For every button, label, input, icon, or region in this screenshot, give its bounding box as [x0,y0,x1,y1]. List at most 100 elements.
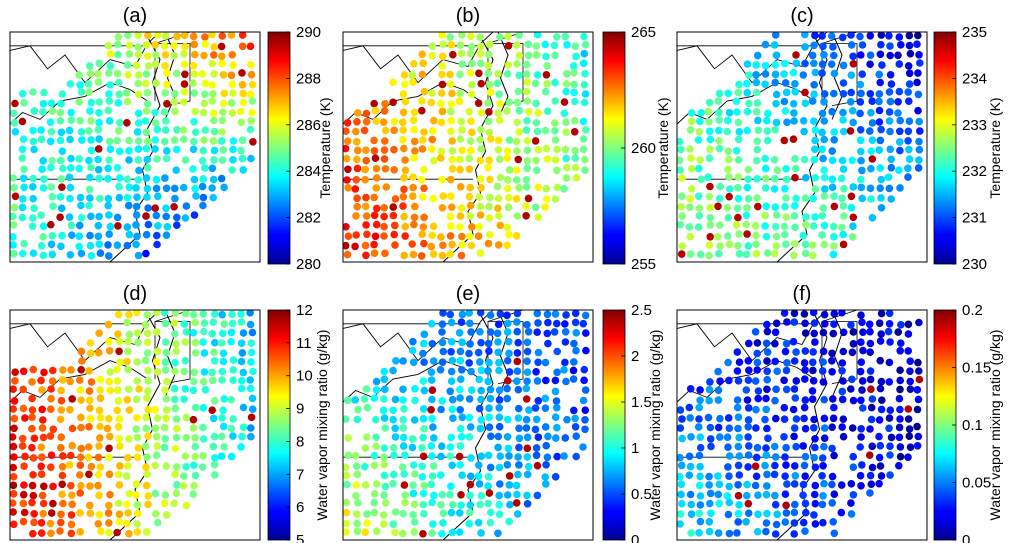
data-point [446,490,454,499]
data-point [505,368,514,376]
data-point [29,183,37,191]
data-point [361,444,370,452]
data-point [791,80,799,88]
data-point [95,511,104,519]
data-point [733,108,741,116]
data-point [466,69,475,77]
data-point [67,511,76,519]
data-point [456,385,464,394]
data-point [505,98,514,107]
data-point [105,444,113,453]
data-point [29,214,37,222]
data-point [123,119,131,127]
data-point [418,70,427,79]
data-point [485,50,493,59]
data-point [495,404,504,412]
data-point [447,338,456,346]
data-point [124,337,132,346]
data-point [28,406,37,414]
data-point [725,192,733,201]
data-point [877,175,886,184]
data-point [219,108,227,116]
data-point [181,43,189,51]
data-point [531,137,540,145]
data-point [448,203,456,211]
data-point [828,349,836,358]
data-point [87,117,95,125]
data-point [772,32,780,39]
data-point [400,71,409,79]
data-point [86,414,95,423]
data-point [513,118,521,127]
data-point [847,510,856,518]
data-point [400,251,409,260]
data-point [29,88,37,96]
data-point [47,529,55,538]
data-point [868,155,877,163]
data-point [705,118,713,126]
data-point [829,395,837,403]
data-point [579,59,588,68]
data-point [791,173,799,182]
data-point [446,175,455,184]
data-point [858,377,867,385]
data-point [551,387,560,396]
data-point [86,482,94,490]
data-point [380,444,389,452]
data-point [392,357,400,365]
data-point [714,97,723,105]
data-point [10,508,17,516]
data-point [456,442,465,450]
data-point [705,527,714,536]
data-point [465,154,474,163]
data-point [151,41,159,49]
data-point [475,404,484,413]
data-point [115,481,124,489]
data-point [744,509,753,517]
state-border [343,32,494,84]
data-point [562,311,570,319]
data-point [858,194,866,203]
data-point [446,80,455,89]
data-point [706,489,715,498]
data-point [58,147,67,155]
data-point [210,357,219,365]
data-point [828,183,837,192]
data-point [514,385,523,394]
data-point [457,251,466,260]
data-point [87,146,96,155]
data-point [208,81,217,89]
data-point [484,117,493,126]
data-point [239,98,247,107]
data-point [808,51,817,60]
data-point [390,451,398,460]
data-point [772,51,781,60]
data-point [532,51,541,59]
data-point [439,519,447,527]
data-point [582,329,590,337]
data-point [446,107,455,116]
data-point [743,396,752,404]
data-point [465,107,474,116]
data-point [512,176,521,184]
data-point [752,231,760,240]
data-point [876,50,885,59]
data-point [144,137,152,146]
data-point [752,240,760,248]
data-point [114,330,122,339]
data-point [849,213,858,222]
data-point [370,193,379,202]
data-point [474,518,483,527]
data-point [105,347,114,355]
data-point [160,423,169,432]
data-point [161,137,169,146]
data-point [744,423,752,431]
data-point [523,491,531,500]
data-point [904,127,913,136]
data-point [11,128,20,136]
data-point [487,135,495,143]
data-point [715,137,723,145]
data-point [772,414,780,423]
data-point [153,240,161,249]
data-point [905,145,913,154]
